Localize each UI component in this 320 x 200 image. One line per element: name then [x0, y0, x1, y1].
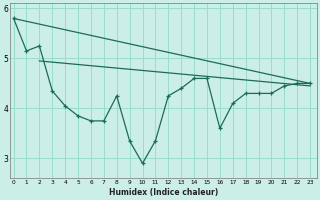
X-axis label: Humidex (Indice chaleur): Humidex (Indice chaleur)	[108, 188, 218, 197]
